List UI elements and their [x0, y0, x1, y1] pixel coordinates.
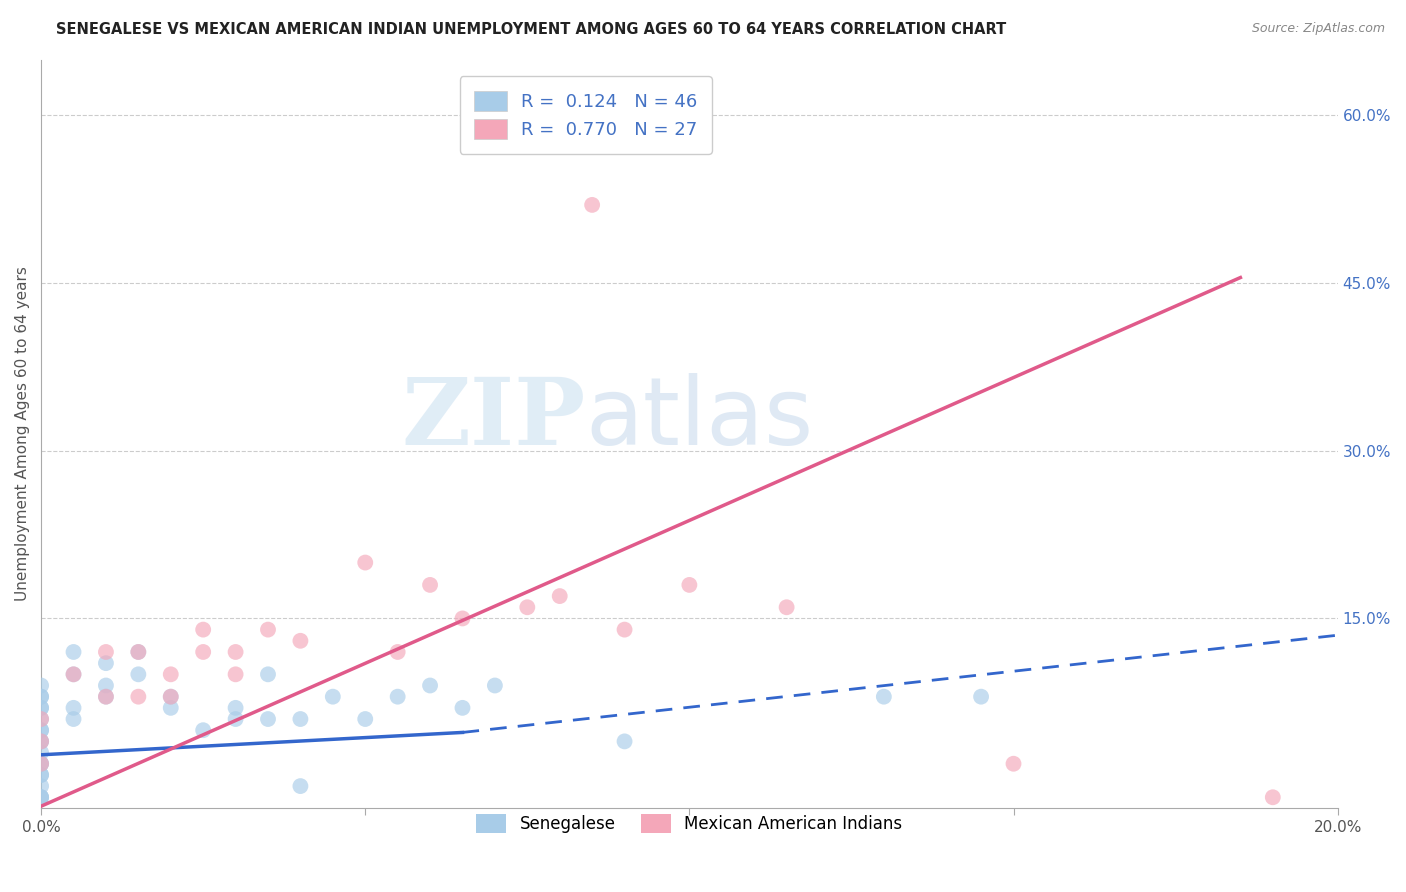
Point — [451, 701, 474, 715]
Point — [30, 712, 52, 726]
Point — [94, 678, 117, 692]
Point — [225, 712, 247, 726]
Text: ZIP: ZIP — [401, 374, 586, 464]
Point — [193, 645, 215, 659]
Point — [30, 768, 52, 782]
Point — [678, 578, 700, 592]
Point — [322, 690, 344, 704]
Point — [193, 723, 215, 738]
Point — [30, 790, 52, 805]
Point — [30, 756, 52, 771]
Point — [193, 623, 215, 637]
Point — [225, 701, 247, 715]
Point — [30, 701, 52, 715]
Text: Source: ZipAtlas.com: Source: ZipAtlas.com — [1251, 22, 1385, 36]
Point — [159, 701, 181, 715]
Y-axis label: Unemployment Among Ages 60 to 64 years: Unemployment Among Ages 60 to 64 years — [15, 267, 30, 601]
Point — [30, 723, 52, 738]
Point — [62, 667, 84, 681]
Point — [225, 667, 247, 681]
Point — [775, 600, 797, 615]
Point — [127, 645, 149, 659]
Point — [30, 712, 52, 726]
Legend: Senegalese, Mexican American Indians: Senegalese, Mexican American Indians — [465, 803, 914, 845]
Text: SENEGALESE VS MEXICAN AMERICAN INDIAN UNEMPLOYMENT AMONG AGES 60 TO 64 YEARS COR: SENEGALESE VS MEXICAN AMERICAN INDIAN UN… — [56, 22, 1007, 37]
Point — [30, 756, 52, 771]
Point — [1002, 756, 1025, 771]
Point — [30, 746, 52, 760]
Point — [581, 198, 603, 212]
Point — [354, 556, 377, 570]
Point — [451, 611, 474, 625]
Point — [94, 690, 117, 704]
Point — [873, 690, 896, 704]
Point — [257, 623, 280, 637]
Point — [30, 690, 52, 704]
Text: atlas: atlas — [586, 373, 814, 465]
Point — [30, 678, 52, 692]
Point — [30, 768, 52, 782]
Point — [290, 779, 312, 793]
Point — [127, 690, 149, 704]
Point — [257, 712, 280, 726]
Point — [30, 756, 52, 771]
Point — [62, 645, 84, 659]
Point — [970, 690, 993, 704]
Point — [30, 734, 52, 748]
Point — [419, 578, 441, 592]
Point — [159, 690, 181, 704]
Point — [127, 645, 149, 659]
Point — [62, 712, 84, 726]
Point — [290, 712, 312, 726]
Point — [62, 701, 84, 715]
Point — [257, 667, 280, 681]
Point — [30, 790, 52, 805]
Point — [354, 712, 377, 726]
Point — [127, 667, 149, 681]
Point — [548, 589, 571, 603]
Point — [94, 690, 117, 704]
Point — [62, 667, 84, 681]
Point — [290, 633, 312, 648]
Point — [30, 779, 52, 793]
Point — [94, 656, 117, 670]
Point — [30, 690, 52, 704]
Point — [387, 645, 409, 659]
Point — [30, 723, 52, 738]
Point — [484, 678, 506, 692]
Point — [225, 645, 247, 659]
Point — [613, 623, 636, 637]
Point — [613, 734, 636, 748]
Point — [94, 645, 117, 659]
Point — [159, 667, 181, 681]
Point — [30, 701, 52, 715]
Point — [516, 600, 538, 615]
Point — [30, 734, 52, 748]
Point — [30, 734, 52, 748]
Point — [387, 690, 409, 704]
Point — [159, 690, 181, 704]
Point — [419, 678, 441, 692]
Point — [30, 790, 52, 805]
Point — [1261, 790, 1284, 805]
